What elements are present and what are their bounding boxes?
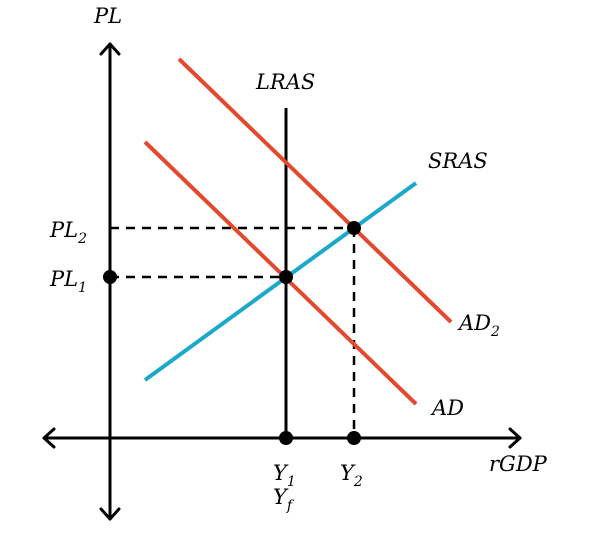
- sras-line: [143, 181, 418, 382]
- y-axis-arrow-up: [99, 42, 121, 56]
- y-axis-arrow-down: [99, 507, 121, 521]
- new-equilibrium-point: [347, 221, 361, 235]
- pl2-label: PL2: [49, 218, 87, 247]
- y-axis-label: PL: [93, 4, 122, 28]
- ad-label: AD: [430, 396, 464, 420]
- yf-label: Yf: [273, 485, 295, 514]
- lras-label: LRAS: [255, 70, 315, 94]
- x-axis-arrow-left: [42, 427, 56, 449]
- y2-point: [347, 431, 361, 445]
- ad2-label: AD2: [457, 311, 500, 340]
- y1-point: [279, 431, 293, 445]
- sras-label: SRAS: [428, 149, 488, 173]
- initial-equilibrium-point: [279, 270, 293, 284]
- y2-label: Y2: [340, 461, 363, 490]
- y1-label: Y1: [273, 461, 296, 490]
- pl1-label: PL1: [49, 267, 87, 296]
- x-axis-arrow-right: [508, 427, 522, 449]
- x-axis-label: rGDP: [489, 452, 548, 476]
- ad2-line: [177, 57, 453, 324]
- pl1-point: [103, 270, 117, 284]
